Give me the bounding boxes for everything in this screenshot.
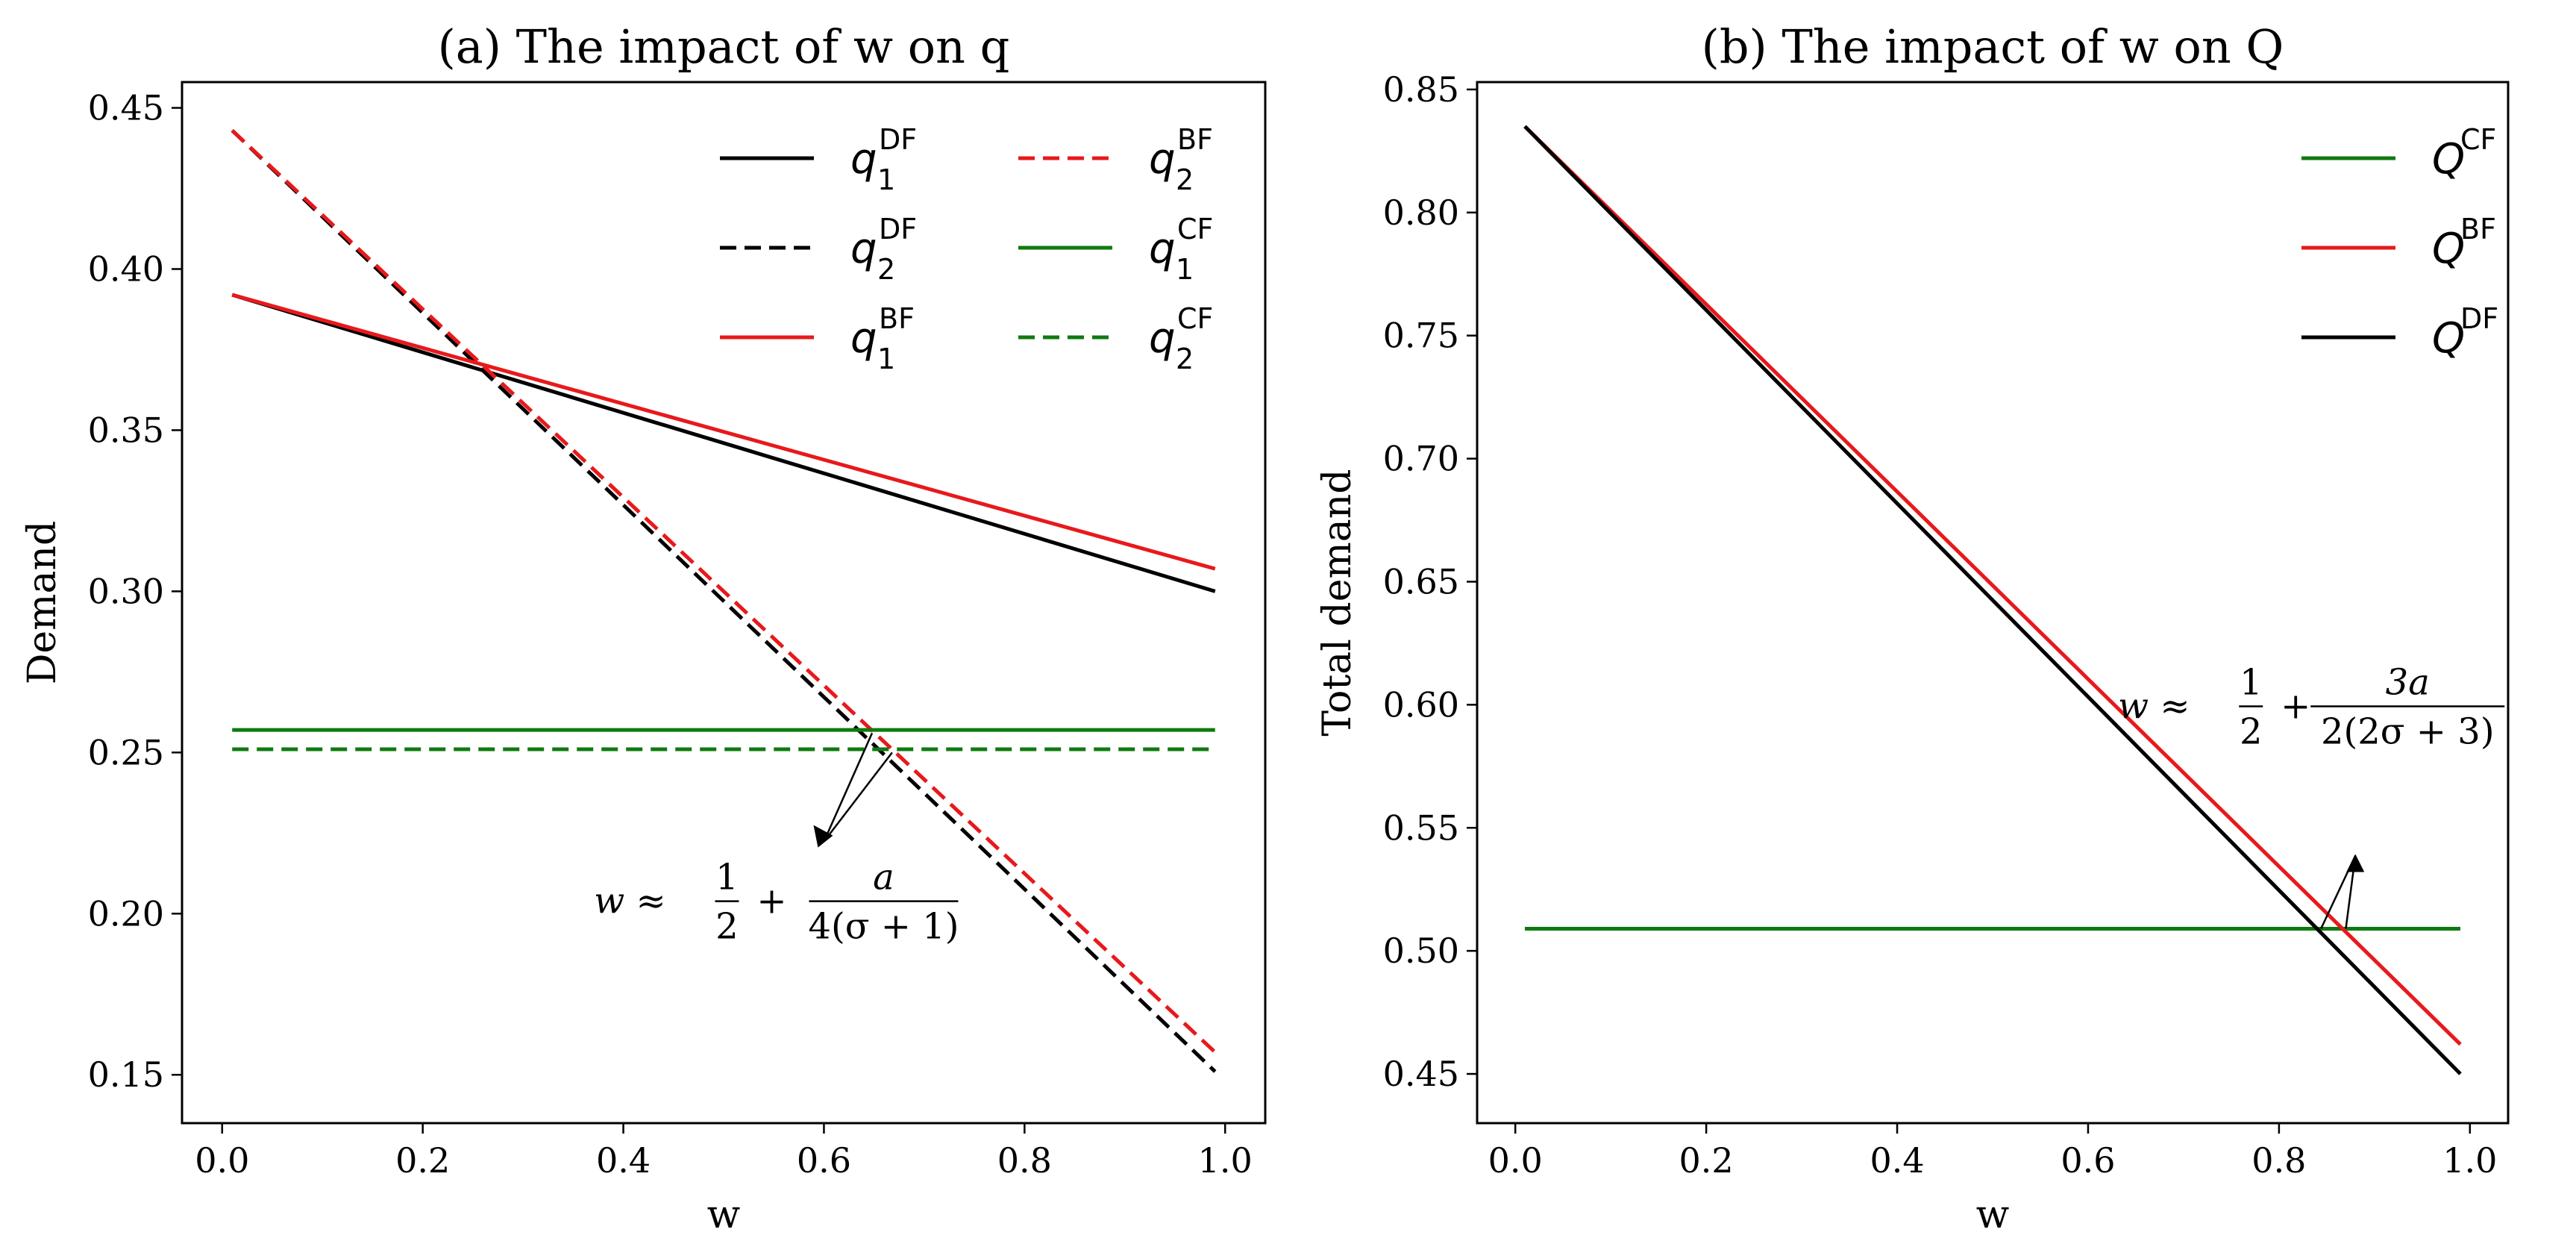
annotation-arrowhead (813, 825, 833, 848)
annotation-arrowhead (2346, 854, 2365, 872)
y-tick-label: 0.75 (1383, 316, 1459, 356)
series-line-q1BF (231, 293, 1216, 571)
legend-sub-q1DF: 1 (877, 163, 895, 196)
legend-sup-QDF: DF (2460, 302, 2498, 335)
legend-sup-QCF: CF (2460, 123, 2496, 156)
legend-label-q1CF: q (1149, 225, 1176, 273)
legend-sup-q2CF: CF (1177, 302, 1213, 335)
y-axis-label: Demand (20, 521, 65, 685)
legend-label-QCF: Q (2432, 135, 2465, 184)
legend-sup-QBF: BF (2460, 213, 2496, 246)
x-tick-label: 0.0 (195, 1140, 249, 1181)
legend-sub-q2DF: 2 (877, 253, 895, 286)
legend-label-QDF: Q (2432, 314, 2465, 363)
y-tick-label: 0.60 (1383, 684, 1459, 725)
series-line-QDF (1523, 125, 2462, 1075)
panel-a: (a) The impact of w on q 0.0 0.2 0.4 0.6 0.8 1… (20, 19, 1267, 1237)
legend-sup-q2BF: BF (1177, 123, 1213, 156)
legend-label-q1DF: q (850, 135, 877, 184)
legend-sup-q1DF: DF (879, 123, 917, 156)
y-tick-label: 0.20 (88, 893, 164, 934)
legend-label-QBF: Q (2432, 225, 2465, 273)
x-tick-label: 0.2 (1679, 1140, 1734, 1181)
y-tick-label: 0.25 (88, 732, 164, 772)
series-line-QBF (1523, 125, 2462, 1046)
y-tick-label: 0.55 (1383, 807, 1459, 848)
x-tick-label: 0.6 (797, 1140, 851, 1181)
x-tick-label: 1.0 (2442, 1140, 2497, 1181)
y-tick-label: 0.40 (88, 249, 164, 289)
legend-sub-q2CF: 2 (1176, 343, 1194, 375)
x-axis-label: w (1976, 1193, 2010, 1237)
y-tick-label: 0.35 (88, 410, 164, 450)
annotation: w ≈ 1 2 + a 4(σ + 1) (594, 732, 959, 948)
legend-sub-q2BF: 2 (1176, 163, 1194, 196)
y-tick-label: 0.85 (1383, 69, 1459, 110)
annotation-lhs: w ≈ (2118, 685, 2190, 727)
y-tick-label: 0.50 (1383, 931, 1459, 971)
legend-label-q2DF: q (850, 225, 877, 273)
x-tick-label: 0.4 (596, 1140, 651, 1181)
annotation-plus: + (2281, 685, 2310, 727)
series-line-q2DF (231, 128, 1217, 1073)
y-tick-label: 0.65 (1383, 561, 1459, 601)
y-tick-label: 0.30 (88, 571, 164, 611)
annotation-arrow (823, 732, 874, 843)
y-tick-label: 0.45 (1383, 1054, 1459, 1094)
y-axis-label: Total demand (1315, 469, 1360, 736)
annotation-frac1-num: 1 (715, 857, 739, 899)
plot-frame (1476, 81, 2510, 1125)
annotation-frac1-num: 1 (2240, 661, 2263, 703)
x-tick-label: 0.8 (997, 1140, 1052, 1181)
annotation-frac2-den: 2(2σ + 3) (2321, 710, 2495, 752)
legend-sup-q1BF: BF (879, 302, 915, 335)
annotation-lhs: w ≈ (594, 881, 666, 922)
legend-sub-q1BF: 1 (877, 343, 895, 375)
legend-label-q2CF: q (1149, 314, 1176, 363)
panel-b: (b) The impact of w on Q 0.0 0.2 0.4 0.6 0.8 1… (1315, 19, 2510, 1237)
x-axis-label: w (707, 1193, 741, 1237)
annotation: w ≈ 1 2 +3a 2(2σ + 3) (2118, 661, 2505, 929)
annotation-arrow (823, 751, 893, 843)
x-tick-label: 0.4 (1870, 1140, 1924, 1181)
x-tick-label: 0.8 (2251, 1140, 2306, 1181)
legend-label-q2BF: q (1149, 135, 1176, 184)
chart-title: (b) The impact of w on Q (1702, 19, 2284, 74)
legend-sup-q1CF: CF (1177, 213, 1213, 246)
series-line-q1DF (231, 293, 1216, 593)
legend-sub-q1CF: 1 (1176, 253, 1194, 286)
y-tick-label: 0.70 (1383, 439, 1459, 479)
x-tick-label: 0.0 (1488, 1140, 1543, 1181)
x-tick-label: 0.6 (2061, 1140, 2115, 1181)
annotation-frac1-den: 2 (2240, 710, 2263, 752)
legend-sup-q2DF: DF (879, 213, 917, 246)
annotation-plus: + (756, 881, 786, 922)
annotation-frac2-den: 4(σ + 1) (808, 906, 959, 948)
x-tick-label: 0.2 (395, 1140, 450, 1181)
series-line-q2BF (231, 128, 1217, 1054)
x-tick-label: 1.0 (1198, 1140, 1253, 1181)
annotation-frac1-den: 2 (715, 906, 739, 948)
legend-label-q1BF: q (850, 314, 877, 363)
y-tick-label: 0.80 (1383, 193, 1459, 233)
y-tick-label: 0.15 (88, 1054, 164, 1095)
chart-title: (a) The impact of w on q (438, 19, 1010, 74)
annotation-frac2-num: 3a (2386, 661, 2430, 703)
y-tick-label: 0.45 (88, 88, 164, 128)
plot-frame (181, 81, 1267, 1125)
annotation-frac2-num: a (873, 857, 894, 899)
